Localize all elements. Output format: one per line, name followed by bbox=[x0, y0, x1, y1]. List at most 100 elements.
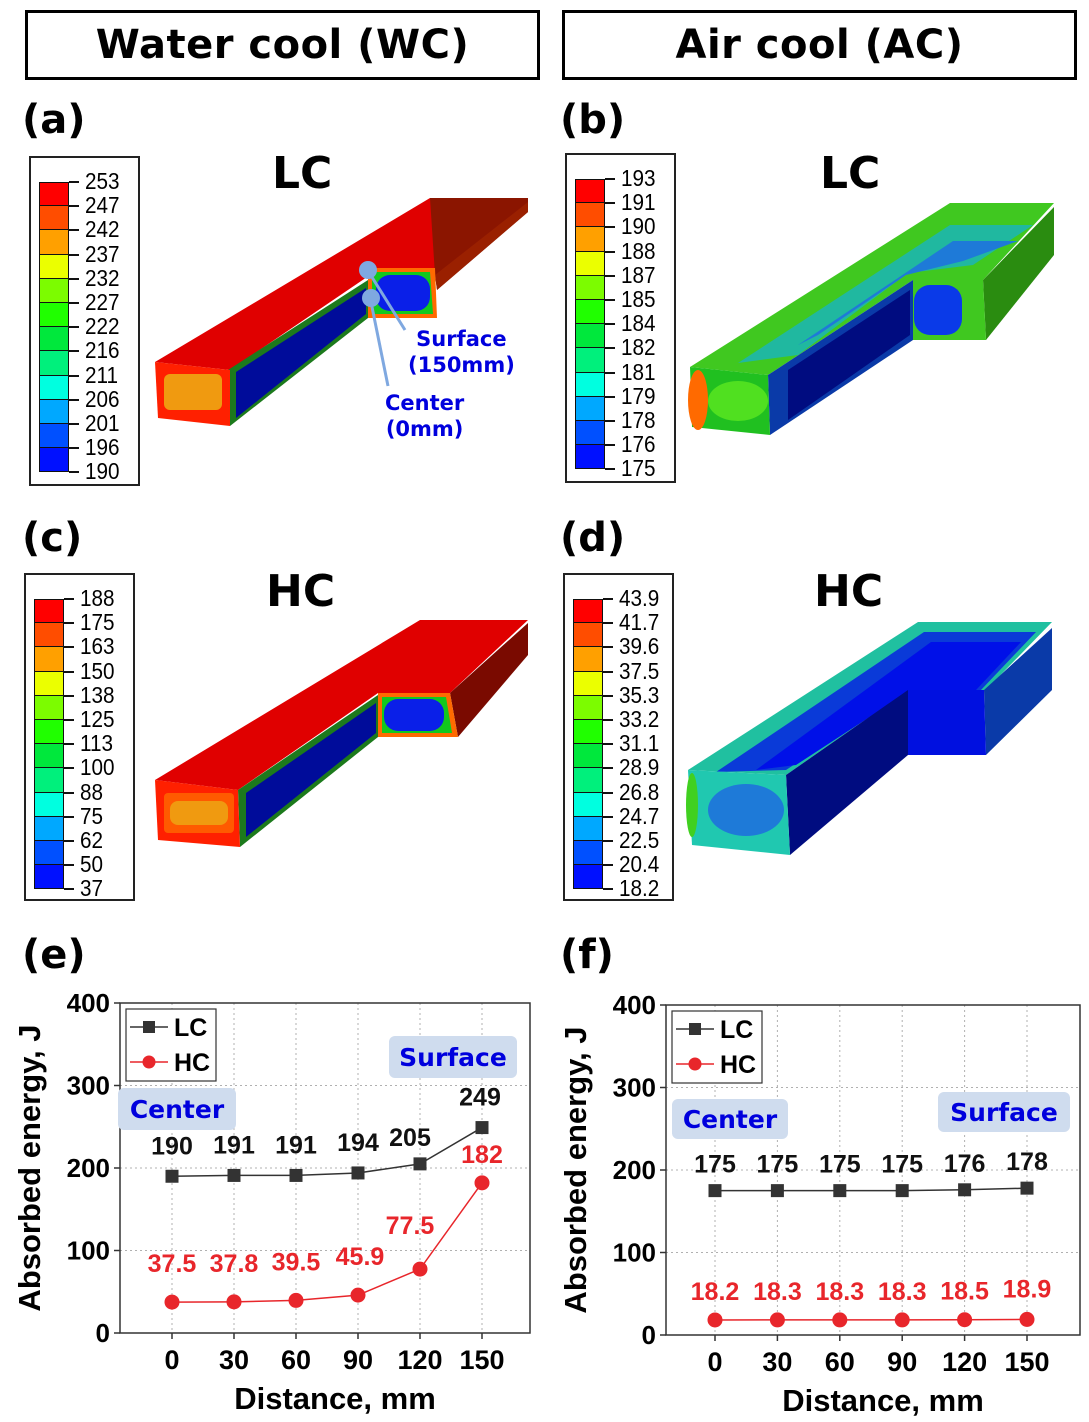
legend-value: 222 bbox=[85, 313, 120, 340]
beam-right-side bbox=[983, 207, 1054, 340]
data-label-lc: 190 bbox=[151, 1132, 193, 1160]
front-end-core bbox=[708, 784, 784, 836]
legend-swatch bbox=[575, 179, 605, 204]
legend-value: 211 bbox=[85, 361, 119, 388]
legend-swatch bbox=[573, 720, 603, 745]
legend-swatch bbox=[39, 399, 69, 424]
legend-value: 190 bbox=[621, 213, 656, 240]
y-tick-label: 300 bbox=[613, 1073, 656, 1103]
legend-value: 181 bbox=[621, 358, 656, 385]
legend-swatch bbox=[575, 300, 605, 325]
legend-value: 193 bbox=[621, 165, 656, 191]
legend-swatch bbox=[34, 865, 64, 890]
legend-swatch bbox=[573, 865, 603, 890]
legend-tick bbox=[605, 395, 615, 398]
data-point-lc bbox=[413, 1157, 427, 1171]
data-label-lc: 176 bbox=[944, 1150, 986, 1178]
x-tick-label: 90 bbox=[343, 1345, 373, 1375]
legend-value: 242 bbox=[85, 216, 120, 243]
legend-frame bbox=[671, 1010, 763, 1084]
y-tick-label: 0 bbox=[96, 1318, 110, 1348]
legend-swatch bbox=[573, 695, 603, 720]
x-tick-label: 60 bbox=[825, 1347, 855, 1377]
data-label-hc: 45.9 bbox=[336, 1243, 385, 1271]
legend-value: 179 bbox=[621, 382, 656, 409]
beam-top-face bbox=[155, 620, 528, 790]
legend-tick bbox=[64, 815, 74, 818]
legend-tick bbox=[69, 277, 79, 280]
legend-swatch bbox=[39, 278, 69, 303]
legend-swatch bbox=[34, 695, 64, 720]
legend-tick bbox=[605, 178, 615, 180]
legend-value: 188 bbox=[80, 585, 115, 611]
panel-title-d: HC bbox=[814, 566, 884, 617]
front-end-hot-edge bbox=[686, 773, 698, 837]
legend-value: 191 bbox=[621, 189, 656, 216]
data-point-hc bbox=[1019, 1311, 1035, 1327]
legend-tick bbox=[605, 202, 615, 205]
color-legend-c: 188 175 163 150 138 125 113 100 88 75 62 50 37 bbox=[24, 573, 135, 901]
beam-top-core bbox=[756, 642, 1021, 770]
color-legend-a: 253 247 242 237 232 227 222 216 211 206 201 196 190 bbox=[29, 156, 140, 486]
tag-center-e: Center bbox=[118, 1088, 236, 1130]
y-tick-label: 100 bbox=[613, 1238, 656, 1268]
legend-tick bbox=[69, 326, 79, 329]
header-air-cool: Air cool (AC) bbox=[562, 10, 1077, 80]
legend-tick bbox=[603, 719, 613, 721]
data-point-lc bbox=[289, 1168, 303, 1182]
data-label-hc: 18.2 bbox=[691, 1278, 740, 1306]
legend-swatch bbox=[34, 623, 64, 648]
data-point-hc bbox=[957, 1312, 973, 1328]
legend-swatch bbox=[39, 182, 69, 207]
y-tick-label: 0 bbox=[642, 1320, 656, 1350]
legend-marker-circle-icon bbox=[688, 1057, 702, 1071]
data-point-lc bbox=[1020, 1181, 1034, 1195]
series-line-hc bbox=[171, 1182, 483, 1303]
annotation-center-label: Center bbox=[385, 391, 465, 415]
legend-value: 150 bbox=[80, 657, 115, 684]
legend-tick bbox=[603, 646, 613, 649]
legend-swatch bbox=[39, 206, 69, 231]
legend-swatch bbox=[573, 599, 603, 624]
panel-title-b: LC bbox=[820, 148, 881, 199]
color-legend-b: 193 191 190 188 187 185 184 182 181 179 178 176 175 bbox=[565, 153, 676, 483]
color-legend-d: 43.9 41.7 39.6 37.5 35.3 33.2 31.1 28.9 26.8 24.7… bbox=[563, 573, 674, 901]
data-label-lc: 175 bbox=[694, 1151, 736, 1179]
legend-swatch bbox=[573, 768, 603, 793]
legend-tick bbox=[603, 840, 613, 842]
legend-tick bbox=[603, 694, 613, 697]
legend-marker-square-icon bbox=[689, 1023, 701, 1035]
legend-tick bbox=[64, 743, 74, 746]
front-end-core bbox=[164, 374, 222, 410]
legend-value: 26.8 bbox=[619, 778, 660, 805]
legend-swatch bbox=[39, 448, 69, 473]
surface-leader bbox=[368, 273, 407, 331]
legend-value: 50 bbox=[80, 851, 104, 878]
data-label-lc: 205 bbox=[389, 1124, 431, 1152]
legend-value: 175 bbox=[621, 455, 656, 482]
legend-value: 37 bbox=[80, 875, 104, 902]
legend-tick bbox=[64, 719, 74, 721]
annotation-surface-position: (150mm) bbox=[408, 353, 515, 377]
panel-label-c: (c) bbox=[22, 515, 83, 561]
legend-tick bbox=[603, 670, 613, 673]
annotation-surface-label: Surface bbox=[416, 327, 507, 351]
legend-swatch bbox=[573, 647, 603, 672]
legend-value: 35.3 bbox=[619, 681, 660, 708]
legend-value: 100 bbox=[80, 754, 115, 781]
cut-face-core bbox=[914, 285, 962, 335]
panel-label-a: (a) bbox=[22, 97, 86, 143]
legend-swatch bbox=[34, 671, 64, 696]
data-label-hc: 37.8 bbox=[210, 1250, 259, 1278]
contour-render-b bbox=[688, 203, 1054, 435]
data-point-hc bbox=[288, 1292, 304, 1308]
legend-swatch bbox=[575, 227, 605, 252]
legend-value: 41.7 bbox=[619, 609, 660, 636]
legend-value: 88 bbox=[80, 778, 104, 805]
legend-swatch bbox=[39, 351, 69, 376]
tag-surface-f: Surface bbox=[938, 1092, 1070, 1132]
legend-value: 196 bbox=[85, 434, 120, 461]
legend-value: 175 bbox=[80, 609, 115, 636]
legend-value: 176 bbox=[621, 431, 656, 458]
legend-value: 20.4 bbox=[619, 851, 660, 878]
